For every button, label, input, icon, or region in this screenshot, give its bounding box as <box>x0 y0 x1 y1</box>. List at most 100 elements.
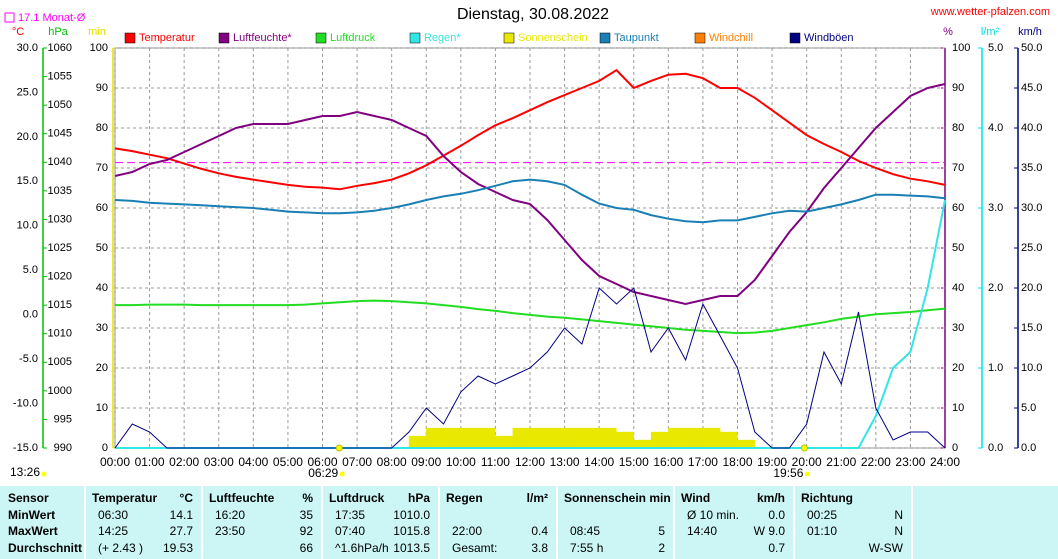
sunshine-bar <box>547 427 565 449</box>
sunshine-bar <box>616 431 634 449</box>
table-cell: 0.4 <box>531 524 548 538</box>
y-tick-label: 80 <box>952 122 964 134</box>
table-cell: 19.53 <box>163 541 193 555</box>
month-average-label: 17.1 Monat-Ø <box>18 12 86 24</box>
table-cell: 2 <box>658 541 665 555</box>
y-tick-label: 10.0 <box>1021 362 1042 374</box>
table-cell: (+ 2.43 ) <box>98 541 143 555</box>
table-cell: Ø 10 min. <box>687 508 739 522</box>
y-tick-label: 0.0 <box>1021 442 1036 454</box>
x-tick-label: 14:00 <box>584 455 614 469</box>
y-tick-label: -10.0 <box>13 397 38 409</box>
y-tick-label: 50 <box>952 242 964 254</box>
legend-key <box>503 32 515 44</box>
sunshine-bar <box>599 427 617 449</box>
y-tick-label: 1015 <box>48 299 72 311</box>
y-tick-label: 50 <box>96 242 108 254</box>
x-tick-label: 08:00 <box>377 455 407 469</box>
legend-key <box>315 32 327 44</box>
table-cell: Gesamt: <box>452 541 497 555</box>
table-header: Temperatur <box>92 491 157 505</box>
y-tick-label: 25.0 <box>17 86 38 98</box>
y-tick-label: 30 <box>96 322 108 334</box>
table-cell: N <box>894 524 903 538</box>
sunshine-bar <box>685 427 704 449</box>
table-cell: 66 <box>300 541 314 555</box>
table-cell: 1013.5 <box>393 541 430 555</box>
series-line <box>114 68 946 191</box>
x-tick-label: 23:00 <box>895 455 925 469</box>
y-tick-label: 5.0 <box>23 264 38 276</box>
x-tick-label: 13:00 <box>550 455 580 469</box>
y-tick-label: 1005 <box>48 356 72 368</box>
y-tick-label: 70 <box>96 162 108 174</box>
sunshine-bar <box>702 427 721 449</box>
sun-marker <box>800 444 808 452</box>
table-row-label: Durchschnitt <box>8 541 82 555</box>
x-tick-label: 21:00 <box>826 455 856 469</box>
table-cell: 7:55 h <box>570 541 603 555</box>
website: www.wetter-pfalzen.com <box>930 6 1050 18</box>
legend-label: Taupunkt <box>614 32 659 44</box>
axis-unit: l/m² <box>981 26 1000 38</box>
y-tick-label: 995 <box>54 413 72 425</box>
y-tick-label: 1025 <box>48 242 72 254</box>
table-unit: °C <box>180 491 194 505</box>
table-cell: 27.7 <box>170 524 194 538</box>
y-tick-label: 90 <box>952 82 964 94</box>
table-cell: 22:00 <box>452 524 482 538</box>
table-cell: 1010.0 <box>393 508 430 522</box>
sunshine-bar <box>737 439 755 449</box>
table-header: Luftdruck <box>329 491 385 505</box>
x-tick-label: 15:00 <box>619 455 649 469</box>
sunshine-bar <box>668 427 686 449</box>
table-background <box>0 486 1058 559</box>
y-tick-label: 60 <box>952 202 964 214</box>
table-cell: 14:25 <box>98 524 128 538</box>
axis-unit: hPa <box>48 26 68 38</box>
y-tick-label: 0 <box>102 442 108 454</box>
sun-dot <box>339 471 345 477</box>
chart-title: Dienstag, 30.08.2022 <box>457 6 609 23</box>
table-header: Richtung <box>801 491 853 505</box>
x-tick-label: 06:00 <box>307 455 337 469</box>
y-tick-label: 1055 <box>48 70 72 82</box>
y-tick-label: 4.0 <box>988 122 1003 134</box>
sun-dot <box>41 471 47 477</box>
table-cell: 08:45 <box>570 524 600 538</box>
x-tick-label: 18:00 <box>722 455 752 469</box>
legend-key <box>694 32 706 44</box>
y-tick-label: 1010 <box>48 328 72 340</box>
table-header: Sonnenschein min <box>564 491 671 505</box>
x-tick-label: 12:00 <box>515 455 545 469</box>
legend-label: Regen* <box>424 32 461 44</box>
y-tick-label: 50.0 <box>1021 42 1042 54</box>
table-cell: 17:35 <box>335 508 365 522</box>
table-header: Luftfeuchte <box>209 491 275 505</box>
y-tick-label: 0 <box>952 442 958 454</box>
table-header: Wind <box>681 491 710 505</box>
x-tick-label: 17:00 <box>688 455 718 469</box>
table-cell: 35 <box>300 508 314 522</box>
legend-label: Windböen <box>804 32 854 44</box>
table-cell: 16:20 <box>215 508 245 522</box>
y-tick-label: 15.0 <box>17 175 38 187</box>
table-cell: N <box>894 508 903 522</box>
table-unit: % <box>302 491 313 505</box>
y-tick-label: 1045 <box>48 128 72 140</box>
sunshine-bar <box>581 427 600 449</box>
day-length: 13:26 <box>10 465 40 479</box>
x-tick-label: 22:00 <box>861 455 891 469</box>
y-tick-label: 15.0 <box>1021 322 1042 334</box>
sunshine-bar <box>477 427 496 449</box>
table-header: Regen <box>446 491 483 505</box>
y-tick-label: 40.0 <box>1021 122 1042 134</box>
y-tick-label: 1.0 <box>988 362 1003 374</box>
table-unit: hPa <box>408 491 430 505</box>
table-cell: W 9.0 <box>754 524 786 538</box>
y-tick-label: 1030 <box>48 213 72 225</box>
y-tick-label: 40 <box>952 282 964 294</box>
sunshine-bar <box>633 439 652 449</box>
table-cell: 1015.8 <box>393 524 430 538</box>
sunshine-bar <box>720 431 738 449</box>
